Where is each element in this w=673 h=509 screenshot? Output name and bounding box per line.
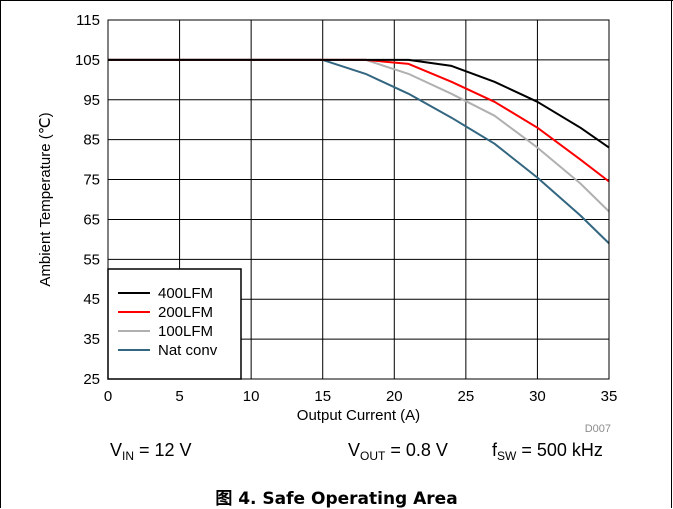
- y-tick-label: 115: [76, 12, 100, 29]
- x-tick-labels: 0 5 10 15 20 25 30 35: [104, 388, 618, 405]
- frame-left-border: [0, 0, 1, 508]
- y-tick-label: 85: [83, 132, 100, 149]
- fsw-symbol: f: [492, 440, 498, 460]
- legend-label: 100LFM: [158, 323, 213, 340]
- y-tick-label: 55: [83, 251, 100, 268]
- fsw-value: = 500 kHz: [516, 440, 603, 460]
- plot-border: [107, 19, 610, 380]
- vout-condition: VOUT = 0.8 V: [348, 440, 448, 463]
- vout-subscript: OUT: [360, 449, 386, 463]
- x-tick-label: 30: [529, 388, 546, 405]
- legend-label: Nat conv: [158, 342, 218, 359]
- vin-symbol: V: [110, 440, 123, 460]
- x-tick-label: 25: [458, 388, 475, 405]
- fsw-subscript: SW: [497, 449, 517, 463]
- y-tick-label: 35: [83, 331, 100, 348]
- legend-box: [107, 268, 242, 380]
- series-line-100lfm: [108, 58, 610, 213]
- series-line-200lfm: [108, 58, 610, 183]
- vout-symbol: V: [348, 440, 361, 460]
- legend-label: 400LFM: [158, 285, 213, 302]
- vin-value: = 12 V: [134, 440, 192, 460]
- frame-right-border: [671, 0, 672, 508]
- y-tick-label: 75: [83, 172, 100, 189]
- x-tick-label: 35: [601, 388, 618, 405]
- series-line-400lfm: [108, 58, 610, 149]
- safe-operating-area-chart: 0 5 10 15 20 25 30 35 25 35 45 55 65 75 85 95 105 115 Ou…: [37, 12, 618, 435]
- vin-condition: VIN = 12 V: [110, 440, 192, 463]
- vout-value: = 0.8 V: [385, 440, 448, 460]
- vin-subscript: IN: [122, 449, 135, 463]
- x-tick-label: 10: [243, 388, 260, 405]
- fsw-condition: fSW = 500 kHz: [492, 440, 603, 463]
- x-tick-label: 5: [175, 388, 183, 405]
- series-lines: [108, 58, 610, 245]
- y-tick-label: 65: [83, 211, 100, 228]
- y-axis-title: Ambient Temperature (℃): [37, 112, 54, 286]
- x-tick-label: 15: [314, 388, 331, 405]
- y-tick-labels: 25 35 45 55 65 75 85 95 105 115: [75, 12, 100, 388]
- x-tick-label: 0: [104, 388, 112, 405]
- series-line-nat-conv: [108, 58, 610, 245]
- y-tick-label: 45: [83, 291, 100, 308]
- legend: 400LFM 200LFM 100LFM Nat conv: [107, 268, 242, 380]
- figure-code: D007: [585, 423, 611, 435]
- x-tick-label: 20: [386, 388, 403, 405]
- figure-caption: 图 4. Safe Operating Area: [215, 489, 458, 509]
- x-axis-title: Output Current (A): [297, 407, 420, 424]
- y-tick-label: 95: [83, 92, 100, 109]
- y-tick-label: 25: [83, 371, 100, 388]
- frame-top-border: [0, 0, 673, 1]
- legend-label: 200LFM: [158, 304, 213, 321]
- y-tick-label: 105: [75, 52, 100, 69]
